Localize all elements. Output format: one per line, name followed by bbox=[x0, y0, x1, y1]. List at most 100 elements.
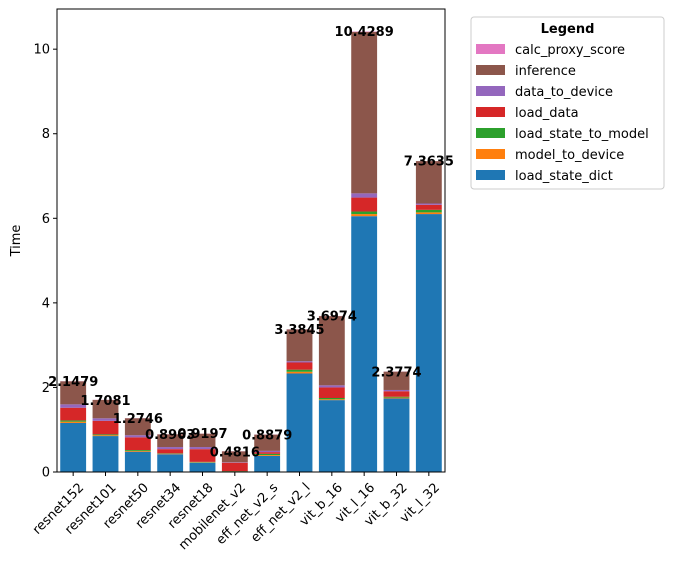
bar-segment-load_data-resnet18 bbox=[189, 449, 216, 462]
legend-title: Legend bbox=[541, 22, 595, 37]
bar-segment-load_state_dict-vit_l_16 bbox=[351, 216, 378, 472]
bar-segment-data_to_device-vit_l_32 bbox=[415, 203, 442, 205]
bar-segment-model_to_device-vit_l_16 bbox=[351, 214, 378, 217]
total-label-eff_net_v2_l: 3.3845 bbox=[274, 323, 324, 338]
bar-segment-model_to_device-eff_net_v2_l bbox=[286, 371, 313, 374]
bar-segment-data_to_device-vit_l_16 bbox=[351, 193, 378, 198]
bar-segment-inference-eff_net_v2_l bbox=[286, 329, 313, 362]
legend-label-load_data: load_data bbox=[515, 106, 579, 121]
bar-segment-load_state_to_model-vit_l_32 bbox=[415, 209, 442, 213]
bar-segment-inference-vit_b_16 bbox=[318, 316, 345, 386]
bar-segment-load_data-mobilenet_v2 bbox=[221, 462, 248, 472]
bar-segment-model_to_device-resnet152 bbox=[60, 421, 87, 423]
legend-label-data_to_device: data_to_device bbox=[515, 85, 613, 100]
legend-swatch-calc_proxy_score bbox=[476, 44, 505, 54]
bar-segment-data_to_device-vit_b_16 bbox=[318, 385, 345, 388]
bars-layer bbox=[60, 31, 442, 472]
y-tick-label: 8 bbox=[42, 127, 50, 142]
bar-segment-data_to_device-eff_net_v2_l bbox=[286, 361, 313, 363]
bar-segment-model_to_device-resnet101 bbox=[92, 435, 119, 437]
bar-segment-load_state_dict-resnet34 bbox=[157, 454, 184, 472]
bar-segment-load_state_to_model-resnet50 bbox=[124, 450, 151, 451]
y-tick-label: 0 bbox=[42, 466, 50, 481]
bar-segment-data_to_device-resnet18 bbox=[189, 447, 216, 450]
bar-segment-load_state_dict-resnet152 bbox=[60, 422, 87, 472]
y-tick-label: 10 bbox=[33, 43, 50, 58]
bar-segment-load_data-vit_l_16 bbox=[351, 197, 378, 212]
y-tick-label: 2 bbox=[42, 381, 50, 396]
bar-segment-load_state_dict-eff_net_v2_s bbox=[254, 455, 281, 472]
total-label-resnet34: 0.8963 bbox=[145, 428, 195, 443]
legend-label-calc_proxy_score: calc_proxy_score bbox=[515, 43, 625, 58]
legend-swatch-data_to_device bbox=[476, 86, 505, 96]
legend-swatch-inference bbox=[476, 65, 505, 75]
bar-segment-inference-mobilenet_v2 bbox=[221, 451, 248, 463]
bar-segment-load_data-resnet34 bbox=[157, 449, 184, 454]
legend: Legend calc_proxy_score inference data_to_… bbox=[470, 16, 665, 190]
bar-segment-load_data-vit_b_32 bbox=[383, 391, 410, 397]
total-label-resnet50: 1.2746 bbox=[113, 412, 163, 427]
total-label-vit_l_16: 10.4289 bbox=[335, 25, 394, 40]
bar-segment-load_state_to_model-vit_b_32 bbox=[383, 396, 410, 398]
bar-segment-load_state_to_model-vit_b_16 bbox=[318, 398, 345, 400]
bar-segment-load_state_to_model-eff_net_v2_l bbox=[286, 369, 313, 372]
bar-segment-data_to_device-resnet50 bbox=[124, 435, 151, 438]
bar-segment-load_data-resnet101 bbox=[92, 420, 119, 435]
legend-label-model_to_device: model_to_device bbox=[515, 148, 624, 163]
bar-segment-model_to_device-vit_b_32 bbox=[383, 397, 410, 399]
total-label-eff_net_v2_s: 0.8879 bbox=[242, 428, 292, 443]
y-ticks: 0 2 4 6 8 10 bbox=[33, 43, 57, 481]
bar-segment-load_data-vit_b_16 bbox=[318, 387, 345, 399]
bar-segment-load_data-resnet152 bbox=[60, 407, 87, 421]
bar-segment-load_data-eff_net_v2_s bbox=[254, 452, 281, 454]
bar-segment-load_state_dict-resnet101 bbox=[92, 436, 119, 472]
bar-segment-inference-resnet18 bbox=[189, 433, 216, 448]
total-label-resnet101: 1.7081 bbox=[80, 394, 130, 409]
bar-segment-load_data-eff_net_v2_l bbox=[286, 362, 313, 370]
bar-segment-inference-resnet34 bbox=[157, 434, 184, 448]
total-label-vit_b_16: 3.6974 bbox=[307, 310, 357, 325]
legend-swatch-load_state_dict bbox=[476, 170, 505, 180]
bar-segment-data_to_device-resnet152 bbox=[60, 404, 87, 408]
plot-frame bbox=[56, 8, 446, 473]
bar-segment-model_to_device-eff_net_v2_s bbox=[254, 455, 281, 456]
bar-segment-model_to_device-vit_l_32 bbox=[415, 212, 442, 215]
legend-items: calc_proxy_score inference data_to_devicel… bbox=[476, 43, 649, 184]
x-ticks: resnet152resnet101resnet50resnet34resnet… bbox=[30, 472, 443, 553]
bar-segment-inference-vit_l_32 bbox=[415, 161, 442, 204]
legend-label-inference: inference bbox=[515, 64, 576, 79]
legend-swatch-load_state_to_model bbox=[476, 128, 505, 138]
legend-box bbox=[470, 16, 665, 190]
bar-segment-load_state_dict-vit_b_16 bbox=[318, 400, 345, 472]
bar-segment-data_to_device-resnet34 bbox=[157, 447, 184, 450]
axes-layer: 0 2 4 6 8 10 resnet152resnet101resnet50resnet… bbox=[9, 8, 446, 553]
bar-segment-data_to_device-resnet101 bbox=[92, 418, 119, 421]
bar-segment-load_data-vit_l_32 bbox=[415, 204, 442, 210]
bar-segment-model_to_device-resnet50 bbox=[124, 450, 151, 452]
bar-segment-inference-vit_l_16 bbox=[351, 31, 378, 194]
total-label-resnet152: 2.1479 bbox=[48, 375, 98, 390]
bar-segment-load_state_to_model-vit_l_16 bbox=[351, 211, 378, 215]
bar-segment-inference-eff_net_v2_s bbox=[254, 434, 281, 451]
bar-segment-load_state_to_model-resnet152 bbox=[60, 420, 87, 422]
bar-segment-inference-resnet152 bbox=[60, 381, 87, 405]
bar-segment-data_to_device-eff_net_v2_s bbox=[254, 450, 281, 453]
legend-label-load_state_dict: load_state_dict bbox=[515, 169, 613, 184]
legend-label-load_state_to_model: load_state_to_model bbox=[515, 127, 649, 142]
bar-segment-inference-vit_b_32 bbox=[383, 371, 410, 390]
total-label-vit_l_32: 7.3635 bbox=[404, 155, 454, 170]
bar-segment-load_state_dict-vit_l_32 bbox=[415, 214, 442, 472]
bar-segment-inference-resnet101 bbox=[92, 399, 119, 419]
bar-segment-inference-resnet50 bbox=[124, 418, 151, 436]
y-tick-label: 4 bbox=[42, 296, 50, 311]
legend-swatch-model_to_device bbox=[476, 149, 505, 159]
bar-segment-load_data-resnet50 bbox=[124, 437, 151, 451]
y-axis-label: Time bbox=[9, 225, 24, 258]
bar-segment-load_state_dict-vit_b_32 bbox=[383, 398, 410, 472]
total-label-resnet18: 0.9197 bbox=[177, 427, 227, 442]
bar-segment-load_state_to_model-eff_net_v2_s bbox=[254, 453, 281, 456]
bar-segment-load_state_to_model-resnet101 bbox=[92, 434, 119, 436]
bar-segment-load_state_dict-resnet50 bbox=[124, 451, 151, 472]
